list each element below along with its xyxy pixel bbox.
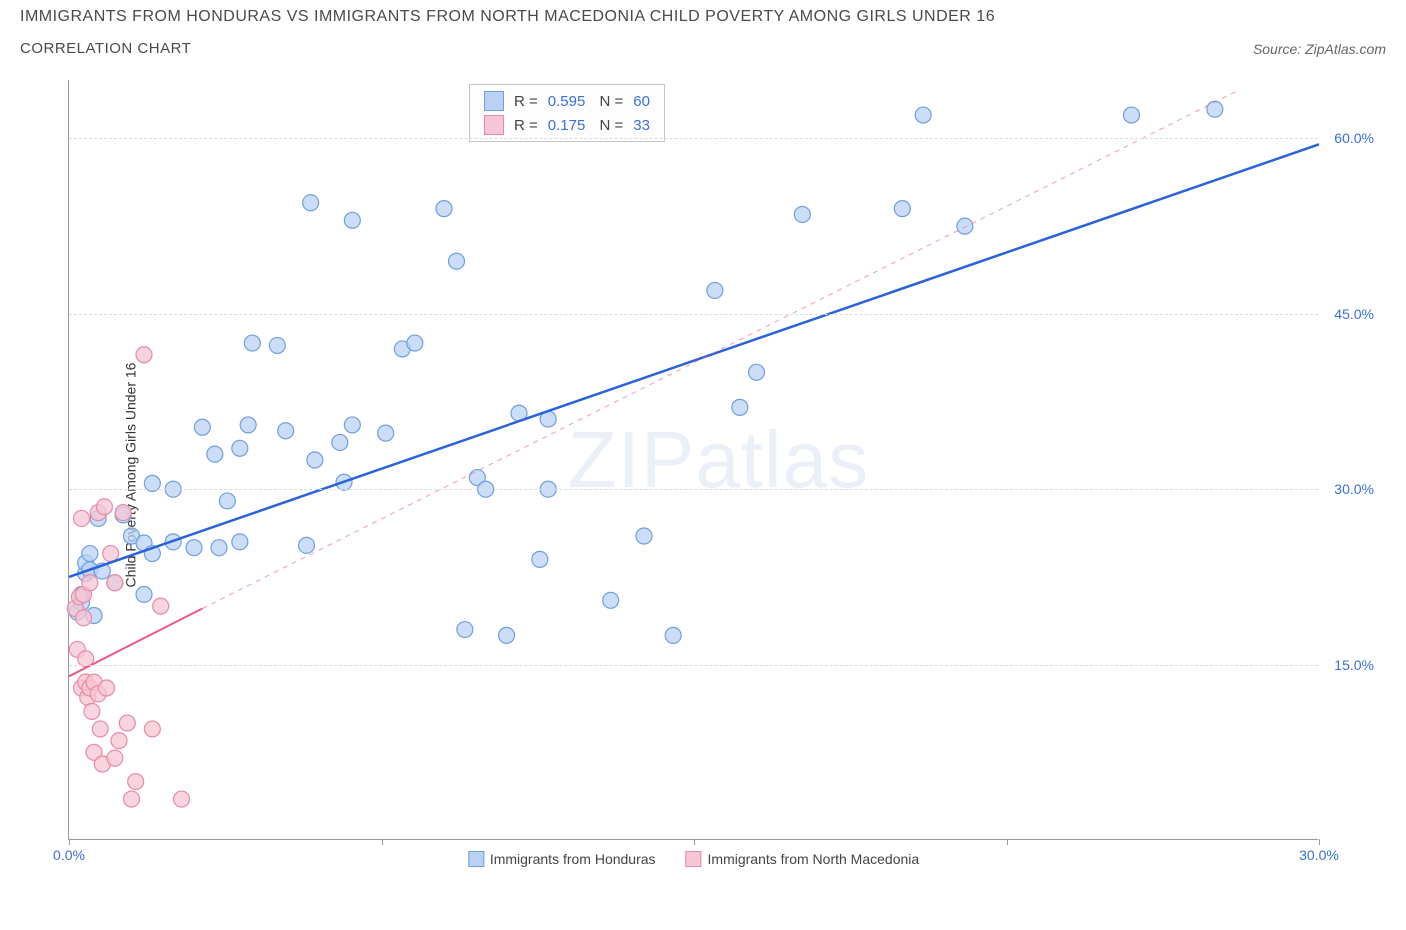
chart-title: IMMIGRANTS FROM HONDURAS VS IMMIGRANTS F… <box>20 8 1386 26</box>
gridline <box>69 489 1318 490</box>
x-tick <box>382 839 383 845</box>
legend-swatch-macedonia <box>484 115 504 135</box>
legend-r-label: R = <box>514 93 538 110</box>
plot-area: ZIPatlas R = 0.595 N = 60 R = 0.175 N = … <box>68 80 1318 840</box>
y-tick-label: 60.0% <box>1334 130 1374 146</box>
correlation-legend-box: R = 0.595 N = 60 R = 0.175 N = 33 <box>469 84 665 142</box>
y-tick-label: 30.0% <box>1334 481 1374 497</box>
legend-swatch-icon <box>468 851 484 867</box>
legend-swatch-honduras <box>484 91 504 111</box>
legend-row-macedonia: R = 0.175 N = 33 <box>484 113 650 137</box>
legend-item-macedonia: Immigrants from North Macedonia <box>686 851 920 867</box>
x-tick-label: 0.0% <box>53 847 85 863</box>
series-legend: Immigrants from Honduras Immigrants from… <box>468 851 919 867</box>
legend-n-label: N = <box>595 117 623 134</box>
scatter-plot-svg <box>69 80 1318 839</box>
legend-label: Immigrants from North Macedonia <box>708 851 920 867</box>
chart-container: Child Poverty Among Girls Under 16 ZIPat… <box>60 80 1380 870</box>
x-tick <box>694 839 695 845</box>
chart-header: IMMIGRANTS FROM HONDURAS VS IMMIGRANTS F… <box>0 0 1406 57</box>
legend-swatch-icon <box>686 851 702 867</box>
legend-label: Immigrants from Honduras <box>490 851 656 867</box>
x-tick <box>1007 839 1008 845</box>
legend-n-value-honduras: 60 <box>633 93 650 110</box>
legend-item-honduras: Immigrants from Honduras <box>468 851 656 867</box>
chart-subtitle: CORRELATION CHART <box>20 40 191 57</box>
x-tick <box>69 839 70 845</box>
source-attribution: Source: ZipAtlas.com <box>1253 41 1386 57</box>
legend-n-value-macedonia: 33 <box>633 117 650 134</box>
x-tick-label: 30.0% <box>1299 847 1339 863</box>
legend-r-value-macedonia: 0.175 <box>548 117 586 134</box>
legend-row-honduras: R = 0.595 N = 60 <box>484 89 650 113</box>
legend-r-value-honduras: 0.595 <box>548 93 586 110</box>
gridline <box>69 138 1318 139</box>
x-tick <box>1319 839 1320 845</box>
subtitle-row: CORRELATION CHART Source: ZipAtlas.com <box>20 40 1386 57</box>
legend-n-label: N = <box>595 93 623 110</box>
legend-r-label: R = <box>514 117 538 134</box>
y-tick-label: 15.0% <box>1334 657 1374 673</box>
gridline <box>69 314 1318 315</box>
gridline <box>69 665 1318 666</box>
y-tick-label: 45.0% <box>1334 306 1374 322</box>
